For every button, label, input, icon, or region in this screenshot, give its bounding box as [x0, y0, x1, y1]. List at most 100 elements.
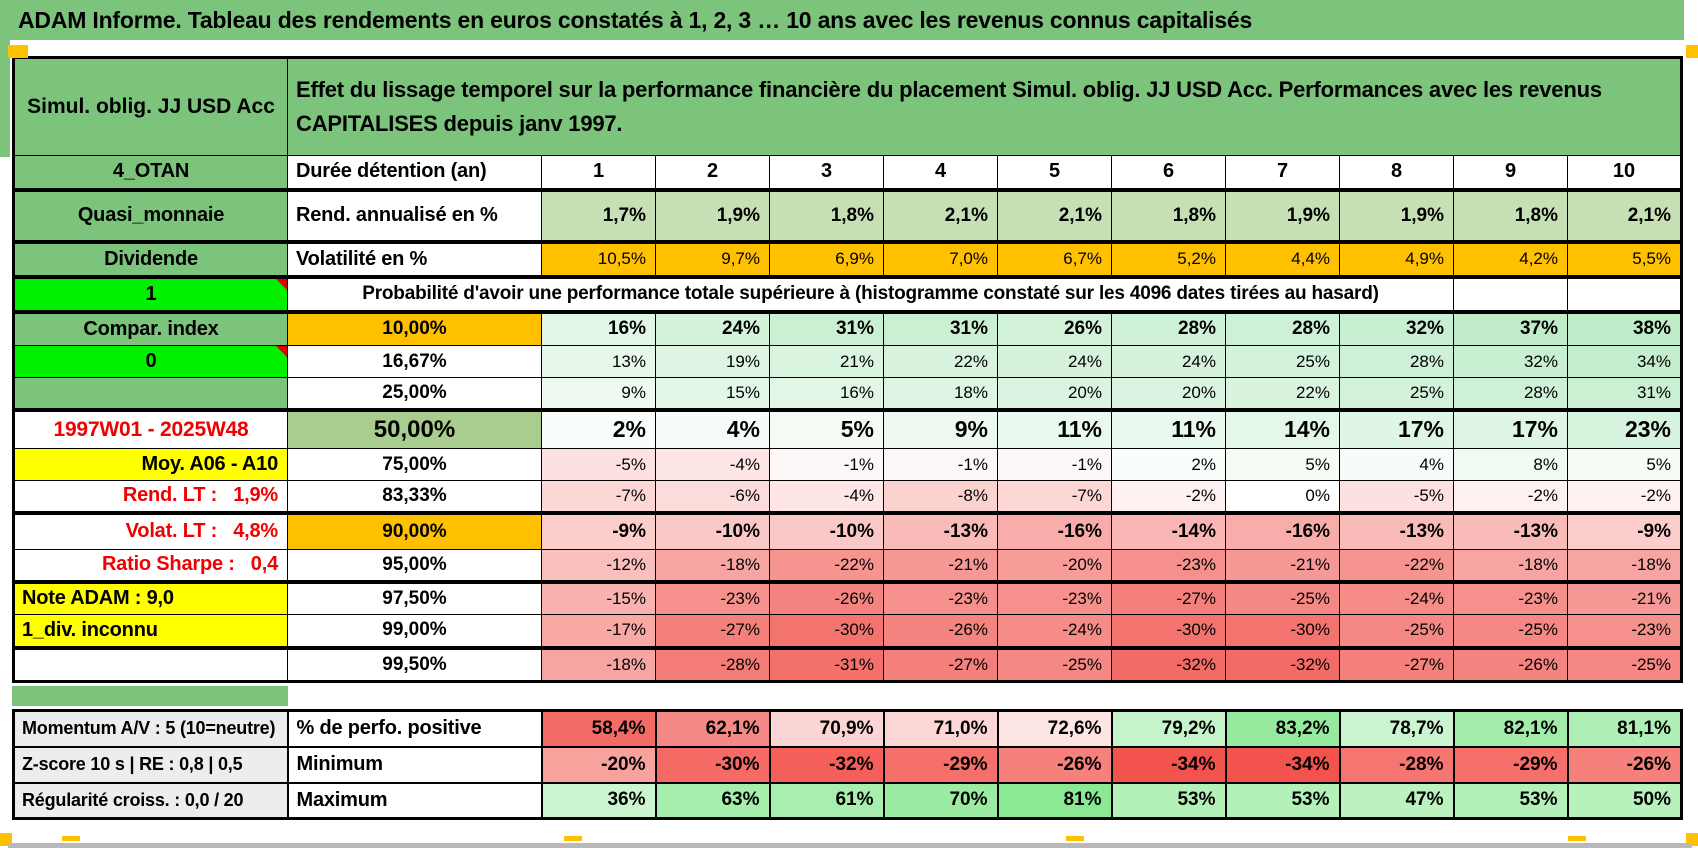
- duree-detention-value-8: 8: [1339, 155, 1454, 190]
- seuil-99-5-row-header: 99,50%: [287, 645, 542, 682]
- seuil-99-value-2: -27%: [655, 614, 770, 648]
- seuil-83-33-value-6: -2%: [1111, 480, 1226, 513]
- rendement-annualise-row-header: Rend. annualisé en %: [287, 187, 542, 242]
- table-header-row: Simul. oblig. JJ USD Acc Effet du lissag…: [13, 57, 1682, 156]
- comment-indicator-icon: [276, 280, 287, 290]
- seuil-97-5-row-header: 97,50%: [287, 579, 542, 615]
- seuil-97-5-value-2: -23%: [655, 579, 770, 615]
- seuil-99-5-value-6: -32%: [1111, 645, 1226, 682]
- volatilite-value-4: 7,0%: [883, 239, 998, 277]
- volatilite-value-2: 9,7%: [655, 239, 770, 277]
- seuil-25-value-5: 20%: [997, 377, 1112, 410]
- row-seuil-16-67: 0 16,67% 13% 19% 21% 22% 24% 24% 25% 28% 32% 34%: [13, 345, 1682, 378]
- volatilite-value-3: 6,9%: [769, 239, 884, 277]
- seuil-10-value-7: 28%: [1225, 309, 1340, 346]
- volatilite-value-7: 4,4%: [1225, 239, 1340, 277]
- maximum-value-3: 61%: [768, 781, 885, 820]
- seuil-16-67-value-8: 28%: [1339, 345, 1454, 378]
- seuil-99-row-header: 99,00%: [287, 614, 542, 648]
- fund-name-cell: Simul. oblig. JJ USD Acc: [13, 57, 288, 156]
- seuil-75-value-2: -4%: [655, 448, 770, 481]
- seuil-95-value-9: -18%: [1453, 549, 1568, 582]
- rendement-annualise-value-9: 1,8%: [1453, 187, 1568, 242]
- rendement-annualise-value-8: 1,9%: [1339, 187, 1454, 242]
- seuil-10-value-8: 32%: [1339, 309, 1454, 346]
- minimum-value-3: -32%: [768, 745, 885, 784]
- row-rendement-annualise: Quasi_monnaie Rend. annualisé en % 1,7% 1,9…: [13, 187, 1682, 242]
- volatilite-value-5: 6,7%: [997, 239, 1112, 277]
- seuil-95-value-3: -22%: [769, 549, 884, 582]
- seuil-75-value-7: 5%: [1225, 448, 1340, 481]
- seuil-50-value-8: 17%: [1339, 407, 1454, 449]
- minimum-value-1: -20%: [540, 745, 657, 784]
- seuil-25-side-label: [13, 377, 288, 410]
- row-duree-detention: 4_OTAN Durée détention (an) 1 2 3 4 5 6 7 8 9 10: [13, 155, 1682, 190]
- perfo-positive-value-6: 79,2%: [1110, 709, 1227, 748]
- duree-detention-value-5: 5: [997, 155, 1112, 190]
- seuil-99-5-value-5: -25%: [997, 645, 1112, 682]
- seuil-95-value-5: -20%: [997, 549, 1112, 582]
- maximum-value-4: 70%: [882, 781, 999, 820]
- seuil-90-row-header: 90,00%: [287, 510, 542, 550]
- seuil-16-67-value-2: 19%: [655, 345, 770, 378]
- page-break-dash: [564, 836, 582, 841]
- seuil-50-row-header: 50,00%: [287, 407, 542, 449]
- seuil-83-33-value-5: -7%: [997, 480, 1112, 513]
- rendement-annualise-value-7: 1,9%: [1225, 187, 1340, 242]
- seuil-97-5-value-10: -21%: [1567, 579, 1682, 615]
- minimum-row-header: Minimum: [286, 745, 543, 784]
- seuil-50-value-6: 11%: [1111, 407, 1226, 449]
- seuil-10-value-5: 26%: [997, 309, 1112, 346]
- performance-table: Simul. oblig. JJ USD Acc Effet du lissag…: [12, 56, 1683, 683]
- seuil-99-5-value-1: -18%: [541, 645, 656, 682]
- minimum-value-7: -34%: [1224, 745, 1341, 784]
- seuil-90-value-5: -16%: [997, 510, 1112, 550]
- seuil-50-value-3: 5%: [769, 407, 884, 449]
- perfo-positive-value-5: 72,6%: [996, 709, 1113, 748]
- seuil-83-33-side-label: Rend. LT : 1,9%: [13, 480, 288, 513]
- perfo-positive-value-3: 70,9%: [768, 709, 885, 748]
- seuil-75-value-6: 2%: [1111, 448, 1226, 481]
- row-seuil-50: 1997W01 - 2025W48 50,00% 2% 4% 5% 9% 11% 11% 14%…: [13, 407, 1682, 449]
- seuil-83-33-row-header: 83,33%: [287, 480, 542, 513]
- perfo-positive-value-4: 71,0%: [882, 709, 999, 748]
- seuil-10-value-10: 38%: [1567, 309, 1682, 346]
- seuil-25-value-8: 25%: [1339, 377, 1454, 410]
- seuil-75-value-4: -1%: [883, 448, 998, 481]
- seuil-50-value-1: 2%: [541, 407, 656, 449]
- duree-detention-value-10: 10: [1567, 155, 1682, 190]
- seuil-95-value-2: -18%: [655, 549, 770, 582]
- seuil-75-side-label: Moy. A06 - A10: [13, 448, 288, 481]
- seuil-99-5-value-9: -26%: [1453, 645, 1568, 682]
- maximum-value-10: 50%: [1566, 781, 1683, 820]
- seuil-50-value-5: 11%: [997, 407, 1112, 449]
- seuil-75-value-5: -1%: [997, 448, 1112, 481]
- seuil-83-33-value-1: -7%: [541, 480, 656, 513]
- seuil-10-value-6: 28%: [1111, 309, 1226, 346]
- seuil-75-value-10: 5%: [1567, 448, 1682, 481]
- seuil-16-67-value-6: 24%: [1111, 345, 1226, 378]
- seuil-99-value-5: -24%: [997, 614, 1112, 648]
- summary-stats-table: Momentum A/V : 5 (10=neutre)% de perfo. …: [12, 709, 1683, 820]
- perfo-positive-value-7: 83,2%: [1224, 709, 1341, 748]
- page-break-marker-top-right: [1686, 45, 1698, 58]
- seuil-99-5-value-3: -31%: [769, 645, 884, 682]
- duree-detention-value-9: 9: [1453, 155, 1568, 190]
- seuil-50-value-7: 14%: [1225, 407, 1340, 449]
- seuil-95-value-4: -21%: [883, 549, 998, 582]
- seuil-10-value-9: 37%: [1453, 309, 1568, 346]
- seuil-16-67-value-1: 13%: [541, 345, 656, 378]
- row-seuil-90: Volat. LT : 4,8% 90,00% -9% -10% -10% -13% -16…: [13, 510, 1682, 550]
- rendement-annualise-value-3: 1,8%: [769, 187, 884, 242]
- seuil-83-33-value-8: -5%: [1339, 480, 1454, 513]
- seuil-83-33-value-10: -2%: [1567, 480, 1682, 513]
- minimum-value-2: -30%: [654, 745, 771, 784]
- page-break-dash: [62, 836, 80, 841]
- seuil-50-value-2: 4%: [655, 407, 770, 449]
- seuil-90-side-label: Volat. LT : 4,8%: [13, 510, 288, 550]
- seuil-90-value-3: -10%: [769, 510, 884, 550]
- volatilite-value-10: 5,5%: [1567, 239, 1682, 277]
- report-title: ADAM Informe. Tableau des rendements en …: [18, 6, 1253, 33]
- empty-cell: [1453, 274, 1568, 312]
- minimum-value-4: -29%: [882, 745, 999, 784]
